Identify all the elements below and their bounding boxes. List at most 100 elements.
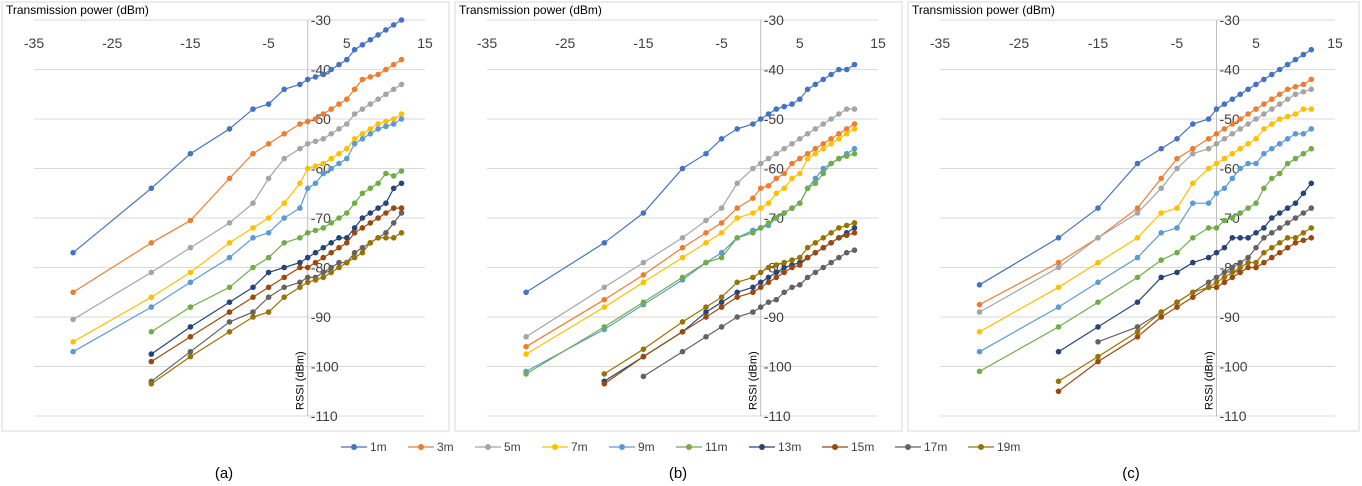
data-point [718, 254, 725, 261]
data-point [1261, 185, 1267, 192]
data-point [265, 141, 272, 147]
data-point [187, 150, 194, 157]
data-point [1237, 116, 1243, 122]
data-point [281, 131, 288, 137]
data-point [344, 145, 350, 152]
data-point [797, 262, 803, 268]
data-point [1205, 116, 1212, 122]
data-point [344, 235, 350, 241]
x-tick-label: -5 [715, 35, 728, 51]
y-axis-label: RSSI (dBm) [748, 351, 760, 410]
data-point [398, 180, 405, 187]
data-point [1221, 155, 1228, 162]
x-tick-label: -25 [102, 35, 122, 51]
data-point [1174, 269, 1180, 276]
data-point [297, 259, 303, 266]
data-point [187, 217, 194, 224]
y-tick-label: -30 [1220, 12, 1240, 28]
data-point [820, 76, 827, 83]
data-point [718, 304, 725, 310]
data-point [757, 116, 764, 122]
data-point [1095, 358, 1101, 365]
data-point [265, 269, 272, 276]
data-point [765, 111, 772, 117]
data-point [312, 277, 319, 283]
data-point [1055, 304, 1062, 310]
data-point [1237, 259, 1243, 266]
y-tick-label: -100 [311, 359, 339, 375]
data-point [843, 249, 850, 256]
data-point [1276, 91, 1283, 98]
data-point [1284, 205, 1291, 211]
data-point [1276, 116, 1283, 122]
y-tick-label: -30 [311, 12, 331, 28]
legend-item-13m: 13m [749, 440, 801, 454]
data-point [375, 96, 381, 102]
data-point [1213, 284, 1220, 291]
data-point [797, 200, 803, 206]
data-point [1245, 235, 1251, 241]
data-point [1174, 299, 1180, 306]
data-point [812, 249, 819, 256]
legend-label: 19m [997, 440, 1020, 454]
data-point [812, 240, 819, 246]
data-point [812, 269, 819, 276]
data-point [1276, 210, 1283, 216]
data-point [390, 86, 397, 93]
data-point [797, 96, 803, 102]
legend-swatch-marker [485, 444, 491, 450]
data-point [773, 269, 780, 276]
data-point [1134, 254, 1141, 261]
data-point [843, 66, 850, 73]
data-point [70, 316, 76, 323]
legend-label: 1m [370, 440, 387, 454]
data-point [297, 205, 303, 211]
data-point [1308, 76, 1315, 83]
data-point [1300, 89, 1307, 95]
data-point [312, 227, 319, 234]
data-point [843, 106, 850, 112]
y-tick-label: -40 [764, 62, 784, 78]
data-point [281, 274, 288, 281]
data-point [1276, 249, 1283, 256]
data-point [765, 274, 772, 281]
legend-item-3m: 3m [408, 440, 454, 454]
data-point [312, 74, 319, 80]
data-point [398, 230, 405, 236]
data-point [1237, 235, 1243, 241]
data-point [281, 86, 288, 93]
data-point [1134, 160, 1141, 167]
data-point [304, 264, 311, 271]
data-point [1300, 210, 1307, 216]
data-point [812, 145, 819, 152]
data-point [320, 136, 327, 142]
data-point [351, 200, 358, 206]
data-point [320, 254, 327, 261]
series-19m [1055, 225, 1315, 385]
data-point [781, 170, 787, 177]
data-point [304, 118, 311, 125]
data-point [297, 235, 303, 241]
data-point [1134, 235, 1141, 241]
data-point [1245, 205, 1251, 211]
data-point [1308, 205, 1315, 211]
data-point [703, 230, 709, 236]
data-point [1213, 190, 1220, 197]
data-point [1134, 324, 1141, 330]
data-point [1284, 244, 1291, 251]
data-point [375, 205, 381, 211]
data-point [375, 215, 381, 221]
data-point [820, 141, 827, 147]
data-point [1190, 200, 1196, 206]
data-point [344, 56, 350, 63]
data-point [390, 22, 397, 28]
data-point [367, 101, 374, 107]
data-point [789, 141, 795, 147]
series-1m [523, 61, 858, 296]
data-point [843, 153, 850, 159]
data-point [1213, 274, 1220, 281]
data-point [336, 150, 342, 157]
series-3m [70, 56, 405, 296]
data-point [679, 244, 686, 251]
data-point [187, 279, 194, 286]
